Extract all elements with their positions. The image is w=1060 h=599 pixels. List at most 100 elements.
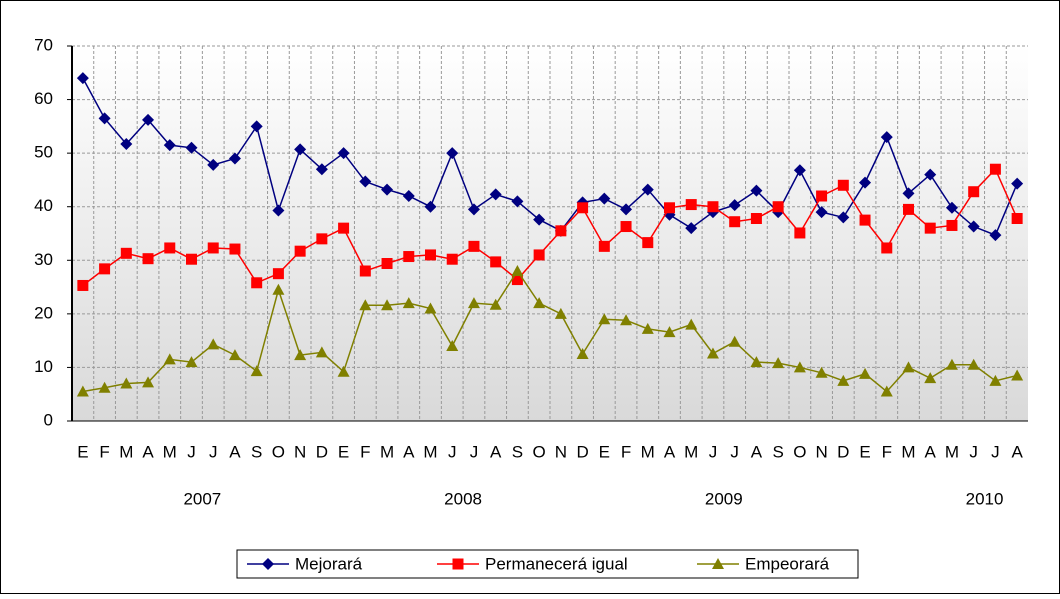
marker	[837, 374, 850, 386]
x-tick-label: S	[512, 442, 523, 461]
marker	[142, 113, 155, 126]
marker	[728, 335, 741, 347]
marker	[641, 322, 654, 334]
marker	[511, 265, 524, 276]
marker	[729, 216, 741, 228]
marker	[315, 346, 328, 358]
marker	[272, 283, 285, 295]
marker	[968, 186, 980, 198]
marker	[989, 229, 1002, 242]
x-tick-label: E	[599, 442, 610, 461]
x-tick-label: D	[837, 442, 849, 461]
marker	[272, 268, 284, 280]
marker	[402, 190, 415, 202]
x-tick-label: F	[99, 442, 109, 461]
x-tick-label: A	[664, 442, 676, 461]
x-tick-label: A	[229, 442, 241, 461]
x-tick-label: S	[251, 442, 262, 461]
marker	[664, 202, 675, 214]
x-tick-label: M	[380, 442, 394, 461]
x-tick-label: F	[882, 442, 892, 461]
marker	[903, 203, 914, 215]
marker	[381, 299, 394, 311]
marker	[381, 183, 394, 196]
x-tick-label: A	[925, 442, 937, 461]
marker	[511, 195, 524, 208]
marker	[989, 374, 1002, 386]
marker	[794, 227, 806, 239]
marker	[467, 297, 480, 309]
marker	[337, 147, 350, 160]
marker	[837, 211, 850, 224]
marker	[880, 131, 893, 144]
marker	[467, 203, 480, 216]
x-tick-label: J	[209, 442, 218, 461]
year-label: 2007	[183, 489, 221, 508]
marker	[989, 163, 1001, 175]
marker	[185, 141, 198, 154]
marker	[250, 365, 263, 377]
marker	[315, 163, 328, 176]
x-tick-label: J	[969, 442, 978, 461]
marker	[576, 348, 589, 360]
marker	[446, 253, 458, 265]
marker	[76, 72, 89, 85]
marker	[859, 367, 872, 379]
marker	[446, 147, 459, 160]
x-tick-label: M	[901, 442, 915, 461]
marker	[228, 152, 241, 165]
marker	[207, 158, 220, 171]
marker	[511, 274, 523, 286]
x-tick-label: J	[470, 442, 479, 461]
marker	[816, 190, 828, 202]
marker	[98, 112, 111, 125]
x-tick-label: D	[576, 442, 588, 461]
marker	[489, 188, 502, 201]
marker	[859, 214, 871, 226]
x-tick-label: N	[555, 442, 567, 461]
x-tick-label: J	[730, 442, 739, 461]
marker	[967, 220, 980, 233]
x-tick-label: N	[815, 442, 827, 461]
marker	[685, 222, 698, 235]
marker	[620, 314, 633, 326]
marker	[1011, 213, 1023, 224]
series-line	[82, 77, 1018, 237]
marker	[712, 558, 724, 569]
x-tick-label: E	[859, 442, 870, 461]
y-tick-label: 30	[34, 250, 53, 269]
marker	[316, 233, 328, 245]
x-tick-label: J	[991, 442, 1000, 461]
marker	[728, 199, 741, 212]
marker	[750, 184, 763, 197]
y-tick-label: 70	[34, 35, 53, 54]
marker	[99, 263, 111, 275]
marker	[772, 201, 784, 213]
marker	[163, 353, 176, 365]
marker	[381, 258, 393, 269]
marker	[403, 251, 415, 263]
marker	[881, 242, 893, 254]
y-tick-label: 20	[34, 303, 53, 322]
marker	[707, 201, 719, 213]
marker	[555, 225, 567, 237]
marker	[641, 183, 654, 196]
x-tick-label: M	[423, 442, 437, 461]
marker	[533, 249, 545, 261]
x-tick-label: M	[684, 442, 698, 461]
marker	[446, 340, 459, 351]
x-tick-label: A	[1011, 442, 1023, 461]
x-tick-label: A	[403, 442, 415, 461]
marker	[142, 253, 154, 265]
legend-label: Empeorará	[745, 554, 830, 573]
marker	[685, 199, 697, 211]
marker	[207, 338, 220, 350]
marker	[120, 138, 133, 151]
y-tick-label: 10	[34, 357, 53, 376]
marker	[793, 361, 806, 373]
marker	[902, 361, 915, 373]
y-tick-label: 0	[44, 410, 53, 429]
x-tick-label: N	[294, 442, 306, 461]
x-tick-label: A	[751, 442, 763, 461]
marker	[620, 203, 633, 216]
